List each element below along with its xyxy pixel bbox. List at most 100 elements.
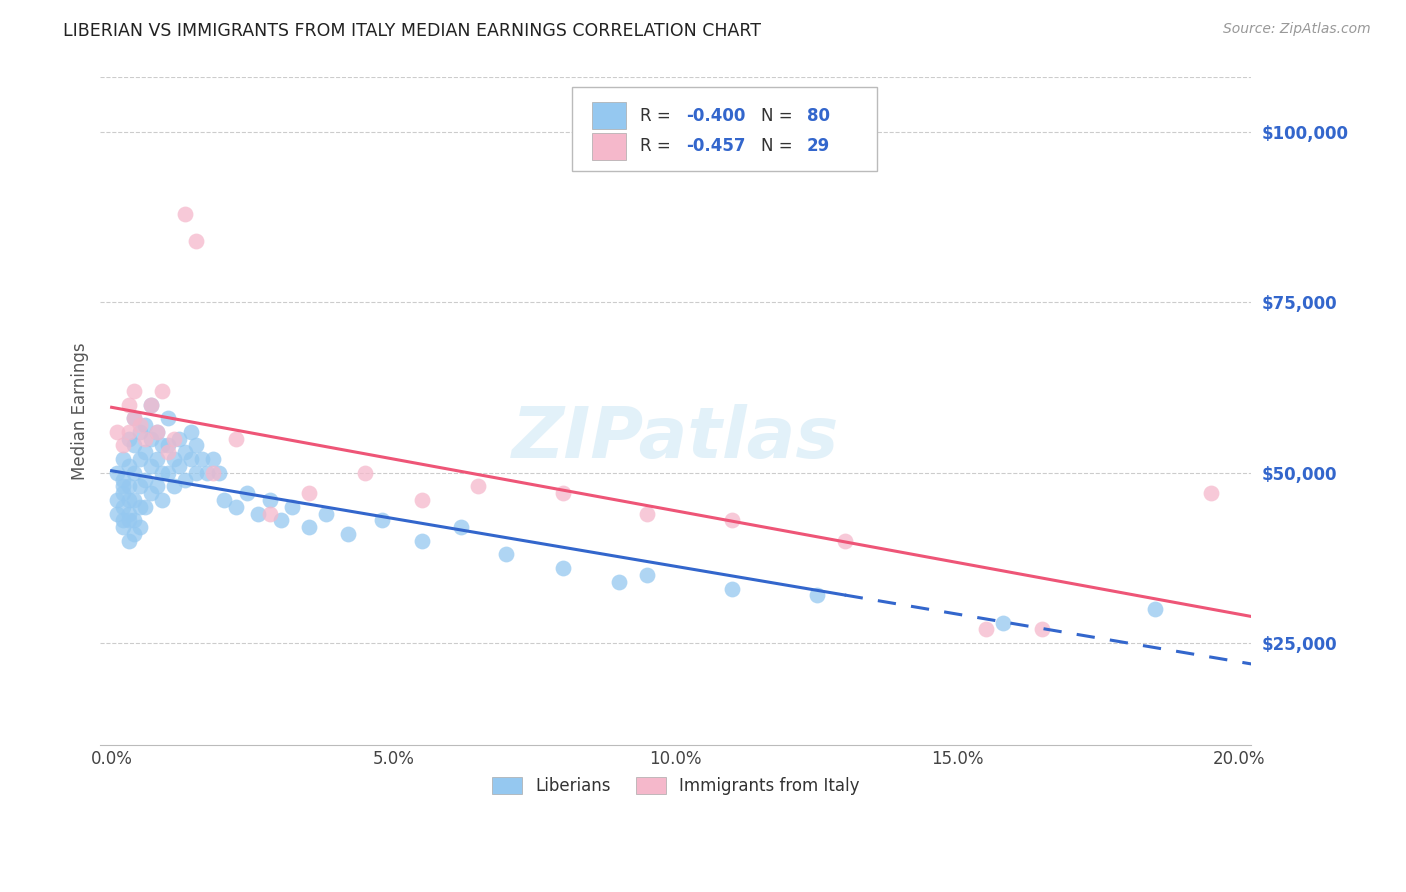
Point bbox=[134, 417, 156, 432]
Y-axis label: Median Earnings: Median Earnings bbox=[72, 343, 89, 480]
Point bbox=[122, 513, 145, 527]
Point bbox=[169, 432, 191, 446]
Point bbox=[139, 398, 162, 412]
Point bbox=[354, 466, 377, 480]
Point bbox=[186, 234, 208, 248]
Legend: Liberians, Immigrants from Italy: Liberians, Immigrants from Italy bbox=[484, 769, 868, 804]
Point bbox=[247, 507, 270, 521]
Point bbox=[122, 466, 145, 480]
Point bbox=[411, 492, 433, 507]
Point bbox=[117, 432, 139, 446]
Point bbox=[174, 473, 197, 487]
Text: LIBERIAN VS IMMIGRANTS FROM ITALY MEDIAN EARNINGS CORRELATION CHART: LIBERIAN VS IMMIGRANTS FROM ITALY MEDIAN… bbox=[63, 22, 761, 40]
Point bbox=[186, 438, 208, 452]
Point bbox=[105, 507, 128, 521]
Point bbox=[111, 452, 134, 467]
Point bbox=[721, 513, 744, 527]
Text: R =: R = bbox=[640, 137, 676, 155]
Point bbox=[169, 458, 191, 473]
Point bbox=[163, 479, 186, 493]
Point bbox=[128, 417, 150, 432]
Text: ZIPatlas: ZIPatlas bbox=[512, 403, 839, 473]
Point bbox=[270, 513, 292, 527]
Point bbox=[157, 411, 180, 425]
Point bbox=[128, 479, 150, 493]
Point bbox=[122, 492, 145, 507]
Text: R =: R = bbox=[640, 106, 676, 125]
Bar bbox=[592, 103, 626, 128]
Point bbox=[111, 473, 134, 487]
Point bbox=[111, 438, 134, 452]
Point bbox=[117, 458, 139, 473]
Point bbox=[636, 568, 658, 582]
Point bbox=[122, 384, 145, 398]
Point bbox=[111, 500, 134, 514]
Point bbox=[163, 452, 186, 467]
Point bbox=[105, 492, 128, 507]
Point bbox=[298, 486, 321, 500]
Point bbox=[111, 479, 134, 493]
Point bbox=[128, 425, 150, 439]
FancyBboxPatch shape bbox=[572, 87, 877, 171]
Point bbox=[150, 466, 173, 480]
Point bbox=[337, 527, 360, 541]
Point bbox=[225, 432, 247, 446]
Point bbox=[180, 452, 202, 467]
Point bbox=[163, 432, 186, 446]
Point bbox=[117, 479, 139, 493]
Point bbox=[371, 513, 394, 527]
Point bbox=[145, 479, 167, 493]
Point bbox=[122, 411, 145, 425]
Point bbox=[134, 445, 156, 459]
Point bbox=[191, 452, 214, 467]
Point bbox=[281, 500, 304, 514]
Point bbox=[991, 615, 1014, 630]
Point bbox=[145, 452, 167, 467]
Point bbox=[174, 207, 197, 221]
Point bbox=[117, 492, 139, 507]
Point bbox=[157, 438, 180, 452]
Text: Source: ZipAtlas.com: Source: ZipAtlas.com bbox=[1223, 22, 1371, 37]
Point bbox=[202, 452, 225, 467]
Point bbox=[117, 513, 139, 527]
Point bbox=[150, 438, 173, 452]
Point bbox=[139, 458, 162, 473]
Point bbox=[134, 500, 156, 514]
Point bbox=[636, 507, 658, 521]
Point bbox=[117, 398, 139, 412]
Point bbox=[150, 492, 173, 507]
Point bbox=[495, 548, 517, 562]
Point bbox=[134, 473, 156, 487]
Point bbox=[197, 466, 219, 480]
Text: N =: N = bbox=[761, 106, 797, 125]
Text: -0.400: -0.400 bbox=[686, 106, 745, 125]
Point bbox=[111, 513, 134, 527]
Point bbox=[122, 438, 145, 452]
Point bbox=[139, 486, 162, 500]
Point bbox=[1143, 602, 1166, 616]
Point bbox=[721, 582, 744, 596]
Point bbox=[208, 466, 231, 480]
Point bbox=[202, 466, 225, 480]
Point bbox=[236, 486, 259, 500]
Text: 29: 29 bbox=[807, 137, 830, 155]
Point bbox=[315, 507, 337, 521]
Point bbox=[128, 520, 150, 534]
Text: N =: N = bbox=[761, 137, 797, 155]
Point bbox=[111, 520, 134, 534]
Point bbox=[128, 452, 150, 467]
Point bbox=[150, 384, 173, 398]
Point bbox=[122, 411, 145, 425]
Point bbox=[1031, 623, 1053, 637]
Point bbox=[157, 466, 180, 480]
Point bbox=[974, 623, 997, 637]
Point bbox=[139, 398, 162, 412]
Point bbox=[259, 492, 281, 507]
Point bbox=[225, 500, 247, 514]
Point bbox=[298, 520, 321, 534]
Point bbox=[122, 527, 145, 541]
Bar bbox=[592, 133, 626, 160]
Text: -0.457: -0.457 bbox=[686, 137, 745, 155]
Point bbox=[1199, 486, 1222, 500]
Point bbox=[128, 500, 150, 514]
